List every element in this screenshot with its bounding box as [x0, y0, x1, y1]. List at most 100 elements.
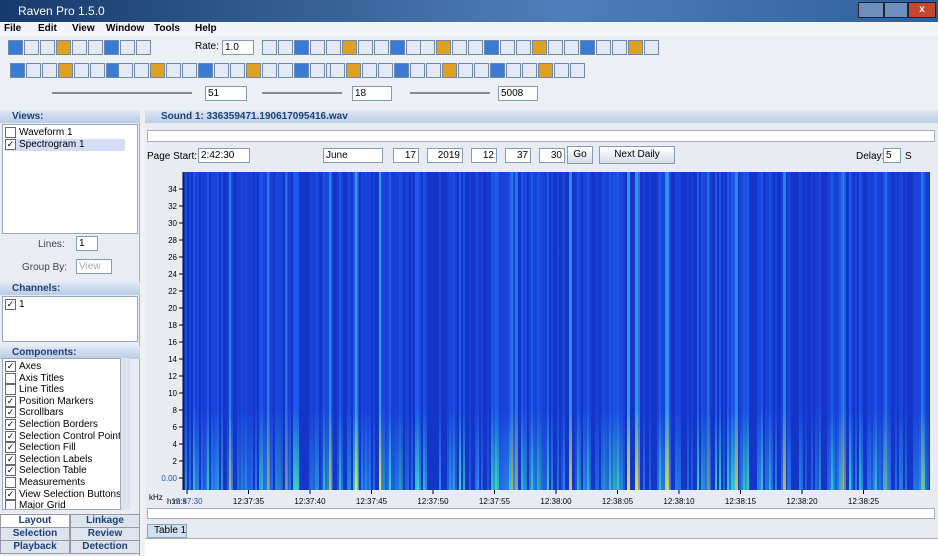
toolbar-icon[interactable]	[294, 40, 309, 55]
toolbar-icon[interactable]	[330, 63, 345, 78]
menu-item[interactable]: Help	[195, 23, 217, 34]
group-by-select[interactable]: View	[76, 259, 112, 274]
toolbar-icon[interactable]	[326, 40, 341, 55]
toolbar-icon[interactable]	[420, 40, 435, 55]
toolbar-icon[interactable]	[506, 63, 521, 78]
toolbar-icon[interactable]	[136, 40, 151, 55]
go-button[interactable]: Go	[567, 146, 593, 164]
list-item[interactable]: ✓Selection Labels	[5, 454, 125, 466]
checkbox[interactable]	[5, 384, 16, 395]
next-daily-button[interactable]: Next Daily	[599, 146, 675, 164]
list-item[interactable]: ✓Selection Table	[5, 465, 125, 477]
menu-item[interactable]: Window	[106, 23, 144, 34]
toolbar-icon[interactable]	[150, 63, 165, 78]
toolbar-icon[interactable]	[522, 63, 537, 78]
toolbar-icon[interactable]	[548, 40, 563, 55]
tab[interactable]: Layout	[0, 514, 70, 528]
list-item[interactable]: Line Titles	[5, 384, 125, 396]
toolbar-icon[interactable]	[490, 63, 505, 78]
checkbox[interactable]: ✓	[5, 489, 16, 500]
tab[interactable]: Linkage	[70, 514, 140, 528]
toolbar-icon[interactable]	[596, 40, 611, 55]
toolbar-icon[interactable]	[88, 40, 103, 55]
toolbar-icon[interactable]	[278, 40, 293, 55]
slider-value[interactable]: 5008	[498, 86, 538, 101]
toolbar-icon[interactable]	[452, 40, 467, 55]
scrollbar[interactable]	[147, 508, 935, 519]
toolbar-icon[interactable]	[118, 63, 133, 78]
checkbox[interactable]: ✓	[5, 407, 16, 418]
second-field[interactable]: 30	[539, 148, 565, 163]
toolbar-icon[interactable]	[374, 40, 389, 55]
toolbar-icon[interactable]	[580, 40, 595, 55]
rate-field[interactable]: 1.0	[222, 40, 254, 55]
toolbar-icon[interactable]	[484, 40, 499, 55]
toolbar-icon[interactable]	[230, 63, 245, 78]
toolbar-icon[interactable]	[134, 63, 149, 78]
toolbar-icon[interactable]	[310, 40, 325, 55]
checkbox[interactable]: ✓	[5, 299, 16, 310]
toolbar-icon[interactable]	[346, 63, 361, 78]
toolbar-icon[interactable]	[390, 40, 405, 55]
toolbar-icon[interactable]	[294, 63, 309, 78]
scrollbar[interactable]	[147, 130, 935, 142]
toolbar-icon[interactable]	[554, 63, 569, 78]
checkbox[interactable]: ✓	[5, 442, 16, 453]
toolbar-icon[interactable]	[468, 40, 483, 55]
toolbar-icon[interactable]	[564, 40, 579, 55]
toolbar-icon[interactable]	[500, 40, 515, 55]
toolbar-icon[interactable]	[166, 63, 181, 78]
toolbar-icon[interactable]	[42, 63, 57, 78]
list-item[interactable]: Axis Titles	[5, 373, 125, 385]
month-select[interactable]: June	[323, 148, 383, 163]
toolbar-icon[interactable]	[10, 63, 25, 78]
minimize-button[interactable]	[858, 2, 884, 18]
toolbar-icon[interactable]	[278, 63, 293, 78]
tab[interactable]: Playback	[0, 540, 70, 554]
minute-field[interactable]: 37	[505, 148, 531, 163]
list-item[interactable]: ✓Selection Fill	[5, 442, 125, 454]
tab[interactable]: Detection	[70, 540, 140, 554]
scrollbar[interactable]	[120, 358, 130, 510]
hour-field[interactable]: 12	[471, 148, 497, 163]
toolbar-icon[interactable]	[310, 63, 325, 78]
toolbar-icon[interactable]	[516, 40, 531, 55]
toolbar-icon[interactable]	[262, 40, 277, 55]
menu-item[interactable]: View	[72, 23, 95, 34]
toolbar-icon[interactable]	[612, 40, 627, 55]
toolbar-icon[interactable]	[628, 40, 643, 55]
checkbox[interactable]: ✓	[5, 419, 16, 430]
toolbar-icon[interactable]	[56, 40, 71, 55]
list-item[interactable]: ✓Spectrogram 1	[5, 139, 125, 151]
toolbar-icon[interactable]	[426, 63, 441, 78]
list-item[interactable]: ✓Position Markers	[5, 396, 125, 408]
toolbar-icon[interactable]	[538, 63, 553, 78]
toolbar-icon[interactable]	[442, 63, 457, 78]
list-item[interactable]: Major Grid	[5, 500, 125, 510]
list-item[interactable]: ✓Selection Borders	[5, 419, 125, 431]
table-tab[interactable]: Table 1	[147, 524, 187, 538]
toolbar-icon[interactable]	[362, 63, 377, 78]
tab[interactable]: Selection	[0, 527, 70, 541]
lines-field[interactable]: 1	[76, 236, 98, 251]
menu-item[interactable]: File	[4, 23, 21, 34]
checkbox[interactable]	[5, 477, 16, 488]
toolbar-icon[interactable]	[406, 40, 421, 55]
toolbar-icon[interactable]	[570, 63, 585, 78]
checkbox[interactable]: ✓	[5, 465, 16, 476]
slider-value[interactable]: 18	[352, 86, 392, 101]
toolbar-icon[interactable]	[104, 40, 119, 55]
checkbox[interactable]	[5, 500, 16, 510]
toolbar-icon[interactable]	[246, 63, 261, 78]
checkbox[interactable]: ✓	[5, 139, 16, 150]
toolbar-icon[interactable]	[436, 40, 451, 55]
list-item[interactable]: ✓Selection Control Points	[5, 431, 125, 443]
toolbar-icon[interactable]	[72, 40, 87, 55]
list-item[interactable]: Waveform 1	[5, 127, 125, 139]
toolbar-icon[interactable]	[410, 63, 425, 78]
checkbox[interactable]	[5, 127, 16, 138]
checkbox[interactable]: ✓	[5, 431, 16, 442]
toolbar-icon[interactable]	[378, 63, 393, 78]
year-field[interactable]: 2019	[427, 148, 463, 163]
toolbar-icon[interactable]	[74, 63, 89, 78]
